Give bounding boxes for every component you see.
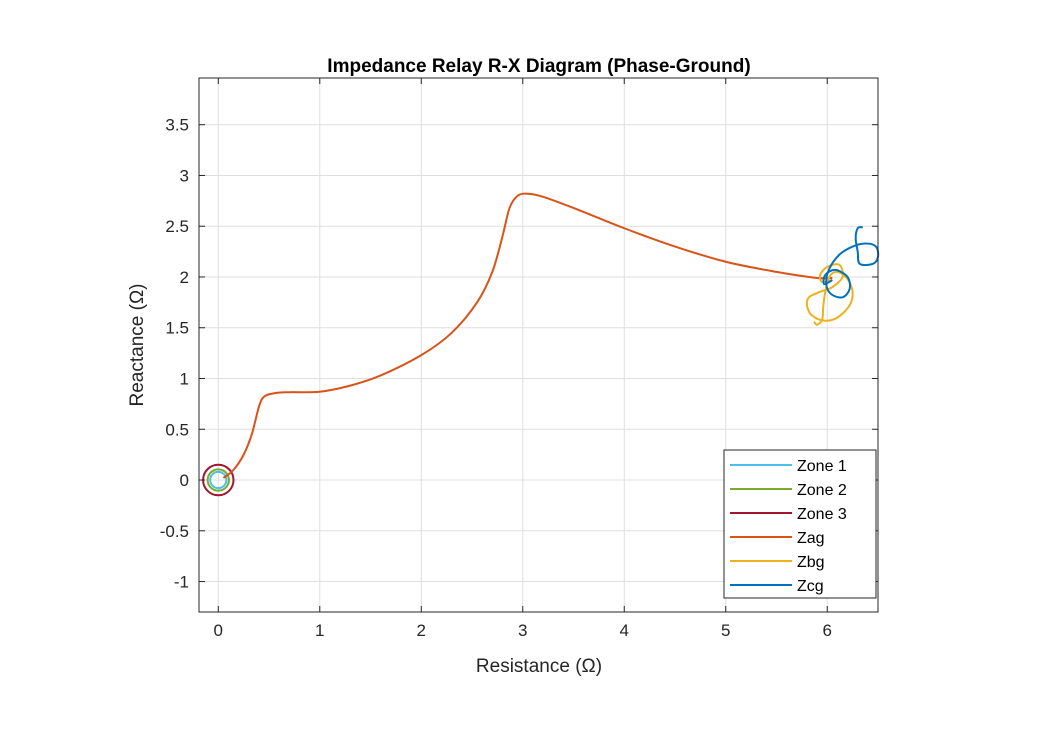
series-zone-1 [209,470,228,490]
x-tick-label: 5 [721,621,730,640]
series-zcg [822,226,880,299]
y-tick-label: 3 [180,166,189,185]
y-tick-label: -0.5 [160,522,189,541]
x-tick-label: 0 [214,621,223,640]
y-tick-label: 2 [180,268,189,287]
x-tick-label: 2 [417,621,426,640]
legend: Zone 1 Zone 2 Zone 3 Zag Zbg Zcg [723,449,877,599]
x-tick-label: 1 [315,621,324,640]
y-tick-label: 1 [180,370,189,389]
series-zag [222,192,833,479]
legend-entry: Zone 1 [797,458,847,475]
axes-box [198,77,879,613]
y-axis-label: Reactance (Ω) [127,284,148,407]
legend-entry: Zone 2 [797,482,847,499]
legend-entry: Zag [797,530,825,547]
legend-entry: Zbg [797,554,825,571]
series-zone-2 [206,468,230,492]
x-tick-label: 6 [823,621,832,640]
legend-entry: Zcg [797,578,824,595]
chart-title: Impedance Relay R-X Diagram (Phase-Groun… [327,56,750,77]
y-tick-label: 3.5 [165,116,189,135]
x-tick-label: 3 [518,621,527,640]
x-axis-label: Resistance (Ω) [476,656,602,677]
legend-box [723,449,877,599]
legend-entry: Zone 3 [797,506,847,523]
series-zbg [805,263,854,326]
y-tick-label: 0 [180,471,189,490]
ticks: 0 1 2 3 4 5 6 -1 -0.5 0 0.5 1 1.5 2 2.5 3 3.5 [160,78,878,640]
y-tick-label: -1 [174,573,189,592]
y-tick-label: 2.5 [165,217,189,236]
x-tick-label: 4 [620,621,629,640]
y-tick-label: 0.5 [165,420,189,439]
y-tick-label: 1.5 [165,319,189,338]
